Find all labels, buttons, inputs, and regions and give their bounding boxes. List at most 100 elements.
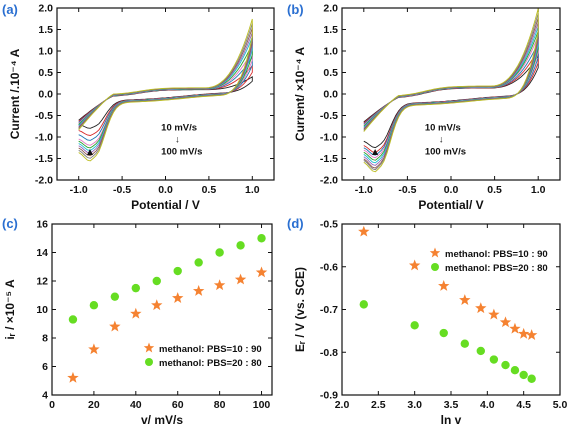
panel-label: (d) <box>287 216 304 231</box>
data-point-circle <box>501 360 510 370</box>
data-point-star <box>438 279 450 291</box>
y-tick-label: 1.0 <box>38 46 53 58</box>
y-tick-label: -0.9 <box>320 390 338 402</box>
y-axis-label: Current /.10⁻⁴ A <box>8 48 22 139</box>
y-axis-label: iᵣ / ×10⁻⁵ A <box>3 279 17 340</box>
data-point-circle <box>68 315 78 324</box>
data-point-star <box>130 307 142 319</box>
panel-d: (d) 2.0 2.5 3.0 3.5 4.0 4.5 5.0 -0.9 -0.8 -0.7 -0.6… <box>287 216 567 427</box>
y-tick-label: -0.5 <box>320 219 338 231</box>
data-point-circle <box>476 346 485 356</box>
x-tick-label: 1.0 <box>531 184 546 196</box>
data-point-circle <box>460 339 470 348</box>
x-tick-label: 3.0 <box>407 399 422 411</box>
annotation-end-rate: 100 mV/s <box>161 147 202 158</box>
x-tick-label: 0.0 <box>444 184 459 196</box>
x-tick-label: -0.5 <box>398 184 416 196</box>
x-tick-label: -1.0 <box>70 184 88 196</box>
cathodic-arrow <box>372 149 379 156</box>
y-tick-label: -0.8 <box>320 347 338 359</box>
y-tick-label: 0.0 <box>38 89 53 101</box>
data-point-star <box>67 371 79 383</box>
data-point-circle <box>359 300 368 309</box>
x-tick-label: 20 <box>88 399 100 411</box>
data-point-star <box>172 292 184 303</box>
y-axis-label: Eᵣ / V (vs. SCE) <box>293 267 307 352</box>
y-tick-label: 14 <box>36 247 48 259</box>
legend-marker-circle <box>145 358 153 366</box>
data-point-circle <box>152 276 161 286</box>
y-tick-label: -0.5 <box>35 110 53 122</box>
y-tick-label: 1.0 <box>323 46 338 58</box>
panel-label: (b) <box>287 2 304 17</box>
y-tick-label: -2.0 <box>320 175 338 187</box>
cv-curve-80 <box>78 27 253 157</box>
data-point-circle <box>89 301 99 310</box>
plot-frame <box>51 223 273 396</box>
data-point-star <box>459 294 471 305</box>
y-tick-label: 2.0 <box>38 3 53 15</box>
y-tick-label: 0.5 <box>323 67 338 79</box>
y-tick-label: 6 <box>42 361 48 373</box>
annotation-arrow: ↓ <box>175 135 180 146</box>
y-tick-label: -1.0 <box>35 132 53 144</box>
x-tick-label: 0 <box>49 399 55 411</box>
y-tick-label: 0.5 <box>38 67 53 79</box>
data-point-circle <box>215 248 224 257</box>
data-point-circle <box>236 241 245 250</box>
y-tick-label: 1.5 <box>38 24 53 36</box>
data-point-star <box>488 308 500 320</box>
y-tick-label: 8 <box>42 333 48 345</box>
x-tick-label: 3.5 <box>444 399 459 411</box>
legend-label: methanol: PBS=10 : 90 <box>445 249 548 260</box>
x-axis-label: Potential / V <box>131 198 200 212</box>
data-point-star <box>499 316 512 328</box>
x-tick-label: 1.0 <box>245 184 260 196</box>
panel-label: (a) <box>2 2 18 17</box>
y-axis-label: Current/ ×10⁻⁴ A <box>293 47 307 142</box>
y-tick-label: -0.5 <box>320 110 338 122</box>
x-tick-label: 2.0 <box>335 399 350 411</box>
cv-curve-100 <box>78 18 253 162</box>
x-tick-label: 60 <box>172 399 184 411</box>
y-tick-label: 12 <box>36 276 48 288</box>
data-point-star <box>192 284 205 296</box>
data-point-circle <box>410 321 419 330</box>
x-tick-label: 4.5 <box>516 399 531 411</box>
x-tick-label: 5.0 <box>553 399 567 411</box>
annotation-start-rate: 10 mV/s <box>425 123 461 134</box>
data-point-circle <box>194 258 203 267</box>
data-point-star <box>255 266 268 278</box>
data-point-circle <box>527 374 536 383</box>
data-point-star <box>525 329 538 340</box>
cathodic-arrow <box>86 149 93 156</box>
x-axis-label: Potential/ V <box>418 198 483 212</box>
data-point-star <box>234 273 247 285</box>
x-tick-label: -1.0 <box>355 184 373 196</box>
x-tick-label: 2.5 <box>371 399 386 411</box>
legend-label: methanol: PBS=20 : 80 <box>159 358 262 369</box>
cv-curve-80 <box>363 17 539 169</box>
x-tick-label: 4.0 <box>480 399 495 411</box>
data-point-star <box>358 225 370 237</box>
data-point-circle <box>131 283 141 293</box>
cv-curve-90 <box>78 23 253 159</box>
y-tick-label: -2.0 <box>35 175 53 187</box>
x-tick-label: 0.0 <box>158 184 173 196</box>
data-point-star <box>213 279 226 291</box>
legend-label: methanol: PBS=10 : 90 <box>159 344 262 355</box>
y-tick-label: -1.0 <box>320 132 338 144</box>
x-axis-label: v/ mV/s <box>141 413 183 427</box>
data-point-star <box>517 327 530 339</box>
data-point-star <box>475 302 487 314</box>
y-tick-label: -1.5 <box>35 153 53 165</box>
y-tick-label: 16 <box>36 219 48 231</box>
y-tick-label: 4 <box>42 390 48 402</box>
data-point-circle <box>257 234 266 243</box>
y-tick-label: -1.5 <box>320 153 338 165</box>
x-tick-label: 80 <box>214 399 226 411</box>
legend-marker-circle <box>431 263 439 271</box>
data-point-circle <box>519 370 528 380</box>
data-point-circle <box>439 328 448 338</box>
data-point-star <box>509 322 521 334</box>
